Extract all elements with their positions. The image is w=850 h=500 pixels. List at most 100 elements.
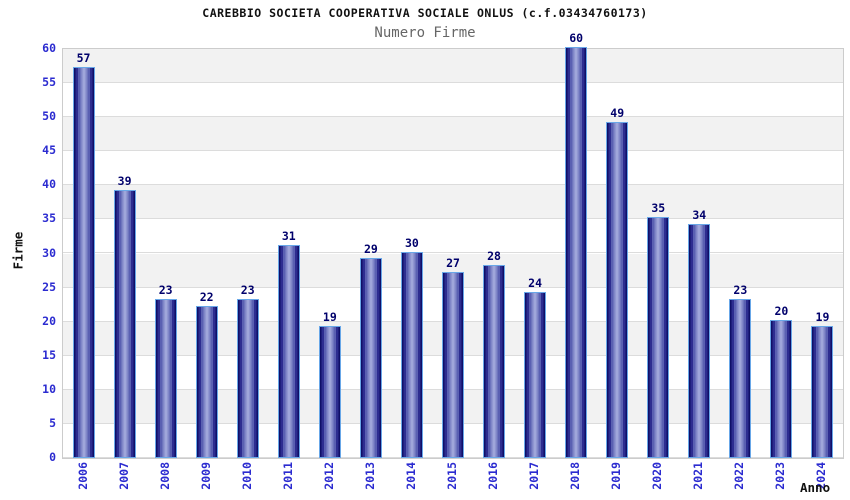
grid-band (63, 49, 843, 84)
bar (770, 319, 793, 458)
chart-title: CAREBBIO SOCIETA COOPERATIVA SOCIALE ONL… (202, 6, 648, 20)
bar-slot: 20 (761, 49, 802, 458)
x-tick-label: 2019 (609, 462, 624, 490)
bar-value-label: 20 (774, 303, 789, 318)
bar (154, 299, 177, 458)
bar (236, 299, 259, 458)
bar-value-label: 34 (692, 208, 707, 223)
y-tick-label: 30 (42, 245, 56, 260)
bar (113, 190, 136, 458)
bar-value-label: 29 (363, 242, 378, 257)
x-tick-label: 2009 (198, 462, 213, 490)
x-tick: 2022 (719, 462, 760, 500)
chart-subtitle: Numero Firme (374, 25, 476, 41)
bar (524, 292, 547, 458)
x-axis-label: Anno (800, 480, 831, 495)
x-tick: 2021 (678, 462, 719, 500)
bar-value-label: 49 (610, 105, 625, 120)
bar-value-label: 60 (569, 31, 584, 45)
x-tick: 2011 (267, 462, 308, 500)
bar-slot: 30 (391, 49, 432, 458)
x-tick-label: 2007 (116, 462, 131, 490)
x-tick-label: 2023 (773, 462, 788, 490)
bar (195, 306, 218, 458)
x-tick: 2008 (144, 462, 185, 500)
bar-slot: 35 (638, 49, 679, 458)
y-tick-label: 25 (42, 279, 56, 294)
x-tick: 2020 (637, 462, 678, 500)
x-tick-label: 2015 (444, 462, 459, 490)
bar-slot: 24 (515, 49, 556, 458)
x-tick: 2014 (390, 462, 431, 500)
bar-slot: 34 (679, 49, 720, 458)
y-tick-label: 10 (42, 381, 56, 396)
x-tick-label: 2022 (732, 462, 747, 490)
x-tick: 2015 (431, 462, 472, 500)
x-tick-label: 2010 (239, 462, 254, 490)
x-tick-label: 2012 (321, 462, 336, 490)
x-tick: 2018 (555, 462, 596, 500)
bar (565, 47, 588, 458)
bar (729, 299, 752, 458)
bar-value-label: 35 (651, 201, 666, 216)
grid-band (63, 117, 843, 152)
bar-slot: 23 (145, 49, 186, 458)
bar-slot: 29 (350, 49, 391, 458)
bar-slot: 31 (268, 49, 309, 458)
x-tick: 2007 (103, 462, 144, 500)
x-tick: 2013 (349, 462, 390, 500)
bar (441, 271, 464, 458)
bar-value-label: 30 (405, 235, 419, 250)
bar (72, 67, 95, 458)
bar-slot: 57 (63, 49, 104, 458)
y-tick-label: 55 (42, 75, 56, 90)
bar-slot: 27 (432, 49, 473, 458)
x-tick-label: 2014 (403, 462, 418, 490)
x-tick: 2006 (62, 462, 103, 500)
bar-value-label: 23 (733, 283, 748, 298)
bar-value-label: 19 (322, 310, 337, 325)
y-tick-label: 5 (49, 415, 56, 430)
x-tick: 2009 (185, 462, 226, 500)
y-tick-label: 20 (42, 313, 56, 328)
bar (318, 326, 341, 458)
bar-slot: 60 (556, 31, 597, 458)
x-tick-label: 2021 (691, 462, 706, 490)
bar-slot: 23 (720, 49, 761, 458)
bar-value-label: 31 (281, 228, 296, 243)
grid-band (63, 185, 843, 220)
x-tick-label: 2018 (568, 462, 583, 490)
bar (483, 265, 506, 458)
bar-slot: 22 (186, 49, 227, 458)
bar (277, 244, 300, 458)
bar-value-label: 39 (117, 174, 132, 189)
bar-slot: 28 (474, 49, 515, 458)
x-tick-label: 2008 (157, 462, 172, 490)
x-tick-label: 2016 (486, 462, 501, 490)
x-tick: 2019 (596, 462, 637, 500)
plot-area: 57 39 23 22 23 31 19 29 30 27 28 24 60 49 35 34 23 20 19 (62, 31, 844, 459)
y-tick-label: 60 (42, 41, 56, 55)
bar (359, 258, 382, 458)
y-tick-label: 45 (42, 143, 56, 158)
bar-value-label: 22 (199, 290, 214, 305)
grid-band (63, 219, 843, 254)
grid-band (63, 151, 843, 186)
bar-value-label: 27 (446, 255, 460, 270)
y-tick-label: 15 (42, 347, 56, 362)
bar (647, 217, 670, 458)
y-tick-label: 35 (42, 211, 56, 226)
x-tick-label: 2020 (650, 462, 665, 490)
x-tick: 2017 (514, 462, 555, 500)
x-tick: 2016 (473, 462, 514, 500)
grid-band (63, 83, 843, 118)
bar-value-label: 23 (158, 283, 173, 298)
x-tick: 2012 (308, 462, 349, 500)
x-tick-label: 2017 (527, 462, 542, 490)
x-tick-label: 2011 (280, 462, 295, 490)
bar-slot: 39 (104, 49, 145, 458)
bar-value-label: 24 (528, 276, 543, 291)
bar-slot: 19 (802, 49, 843, 458)
bar-value-label: 19 (815, 310, 830, 325)
